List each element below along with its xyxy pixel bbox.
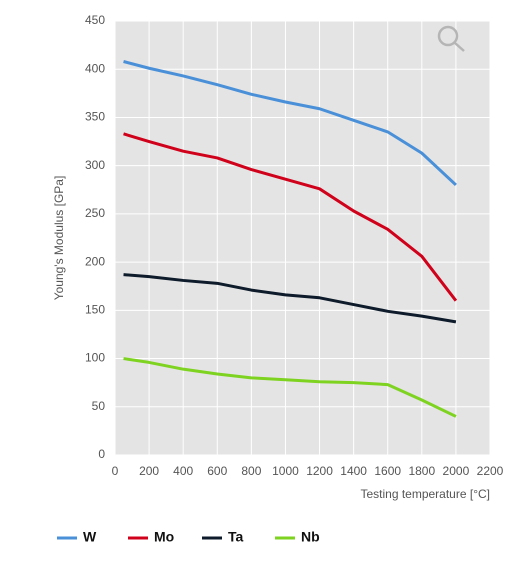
legend-entry: W [57,529,97,545]
legend-label: W [83,529,97,545]
x-tick-label: 1000 [272,464,299,478]
legend-label: Mo [154,529,174,545]
y-tick-label: 400 [85,61,105,75]
y-tick-label: 50 [92,399,106,413]
series-line [123,60,457,187]
x-tick-label: 2000 [443,464,470,478]
x-tick-label: 1200 [306,464,333,478]
legend-entry: Mo [128,529,174,545]
series-line [123,132,458,302]
x-tick-label: 800 [241,464,261,478]
x-tick-label: 1400 [340,464,367,478]
y-tick-label: 300 [85,158,105,172]
legend-entry: Nb [275,529,320,545]
y-tick-label: 100 [85,351,105,365]
x-tick-label: 200 [139,464,159,478]
y-tick-label: 450 [85,13,105,27]
x-tick-label: 600 [207,464,227,478]
legend-label: Nb [301,529,320,545]
x-tick-label: 1600 [374,464,401,478]
x-tick-label: 400 [173,464,193,478]
y-tick-label: 350 [85,110,105,124]
series-line [123,357,457,418]
y-tick-label: 250 [85,206,105,220]
x-axis-label: Testing temperature [°C] [360,487,490,501]
x-tick-label: 2200 [477,464,504,478]
y-tick-label: 150 [85,303,105,317]
x-tick-label: 0 [112,464,119,478]
plot-background [115,21,490,455]
legend-entry: Ta [202,529,244,545]
y-tick-label: 0 [98,447,105,461]
series-line [123,273,457,324]
x-tick-label: 1800 [408,464,435,478]
zoom-icon[interactable] [437,25,465,52]
y-axis-label: Young's Modulus [GPa] [52,176,66,301]
legend-label: Ta [228,529,244,545]
y-tick-label: 200 [85,254,105,268]
